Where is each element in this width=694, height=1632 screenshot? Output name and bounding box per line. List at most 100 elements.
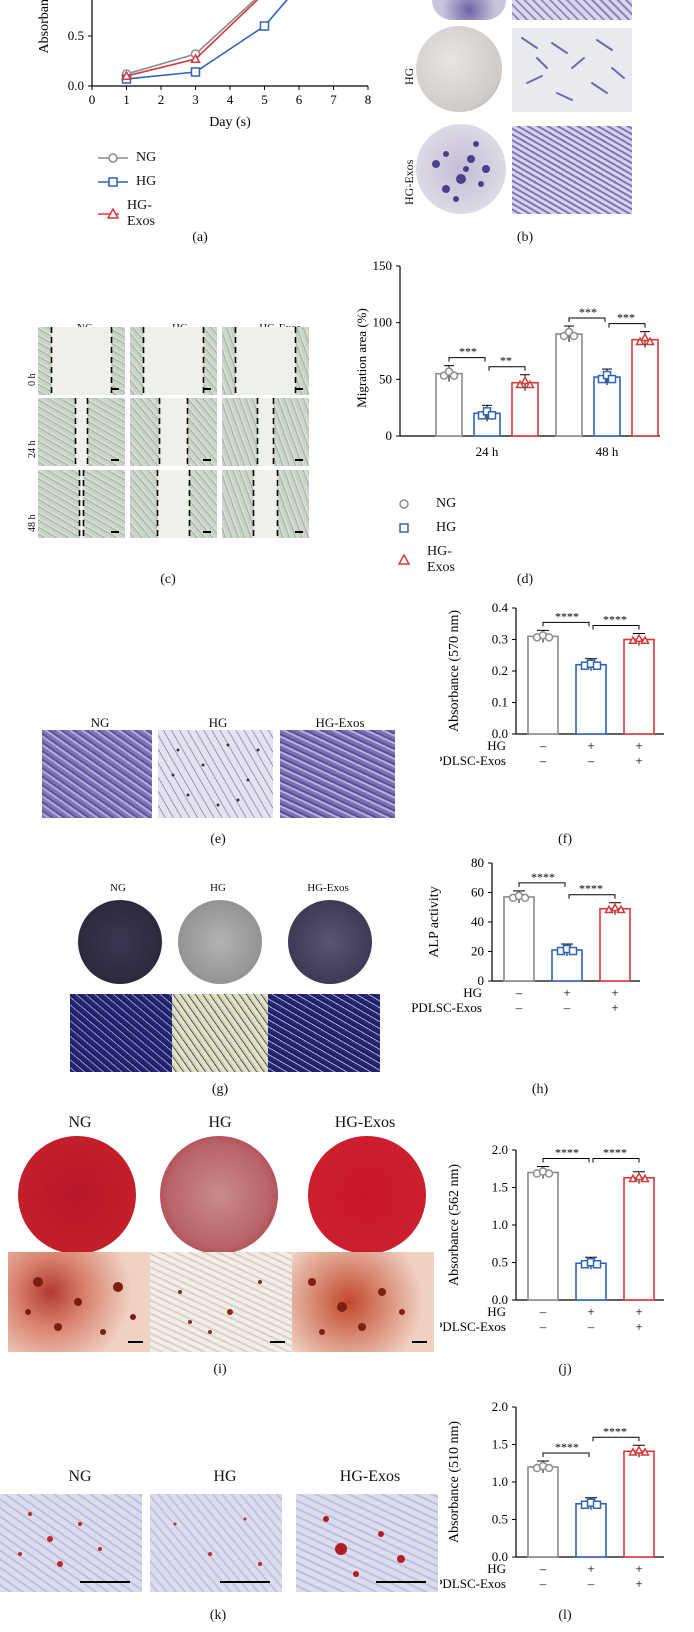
panel-e-micro-ng: [42, 730, 152, 818]
x-tick-label: 1: [123, 92, 130, 107]
legend-item-hg-exos: HG-Exos: [398, 544, 464, 576]
condition-mark: –: [587, 1576, 595, 1591]
y-tick-label: 0.5: [492, 1512, 508, 1527]
panel-j-chart: 0.0 0.5 1.0 1.5 2.0 Absorbance (562 nm) **** **…: [440, 1142, 664, 1334]
scratch-lines: [74, 398, 119, 466]
y-axis-label: Absorbance: [37, 0, 52, 53]
legend-item-hg-exos: HG-Exos: [98, 198, 164, 230]
condition-mark: –: [539, 753, 547, 768]
bar-HG-Exos: [623, 1176, 655, 1301]
panel-k-col-ng: NG: [68, 1468, 92, 1485]
panel-c-row-24h: 24 h: [27, 440, 38, 459]
panel-c-scratch-image: [38, 327, 125, 395]
panel-letter-f: (f): [558, 832, 572, 847]
y-tick-label: 80: [471, 855, 484, 870]
condition-mark: +: [635, 1561, 642, 1576]
series-line-HG: [126, 0, 288, 80]
data-point: [569, 331, 579, 341]
panel-letter-g: (g): [211, 1082, 229, 1097]
data-point: [544, 1463, 554, 1473]
sig-label: ****: [555, 1440, 579, 1454]
y-tick-label: 0.0: [492, 1292, 508, 1307]
sig-label: ****: [603, 1146, 627, 1160]
panel-b-well-hg-exos: [416, 124, 506, 214]
data-point: [515, 379, 525, 389]
y-tick-label: 1.0: [492, 1474, 508, 1489]
panel-c-scratch-image: [130, 470, 217, 538]
data-point: [640, 332, 650, 342]
sig-bracket: [608, 323, 646, 328]
legend-label: HG-Exos: [426, 544, 455, 575]
y-axis-label: ALP activity: [427, 886, 442, 957]
y-tick-label: 40: [471, 914, 484, 929]
legend-label: HG-Exos: [126, 198, 155, 229]
sig-label: **: [500, 354, 512, 368]
panel-a-chart: 0 1 2 3 4 5 6 7 8 0.0 0.5 Day (s) Absorbance: [37, 0, 372, 130]
data-point: [592, 661, 602, 670]
x-tick-label: 4: [227, 92, 234, 107]
bar-HG: [575, 1502, 607, 1558]
y-tick-label: 0: [478, 973, 485, 988]
legend-item-ng: NG: [398, 496, 456, 512]
condition-mark: +: [611, 985, 618, 1000]
condition-mark: +: [587, 738, 594, 753]
panel-letter-d: (d): [516, 572, 534, 587]
condition-mark: +: [587, 1304, 594, 1319]
panel-b-well-top: [432, 0, 506, 20]
y-tick-label: 0.5: [68, 28, 84, 43]
legend-label: NG: [436, 496, 457, 511]
x-tick-label: 48 h: [596, 444, 619, 459]
data-point: [640, 1173, 650, 1183]
bar-HG: [575, 663, 607, 735]
panel-letter-l: (l): [558, 1608, 572, 1623]
panel-i-col-hg: HG: [208, 1114, 232, 1131]
y-tick-label: 1.5: [492, 1437, 508, 1452]
scratch-lines: [234, 327, 303, 395]
scratch-lines: [142, 327, 211, 395]
data-point: [520, 375, 530, 385]
bar-NG: [503, 896, 535, 982]
scratch-gap: [159, 398, 188, 466]
condition-label: HG: [487, 1561, 506, 1576]
condition-label: PDLSC-Exos: [440, 1576, 506, 1591]
scratch-lines: [158, 398, 211, 466]
scratch-gap: [253, 470, 278, 538]
panel-l-chart: 0.0 0.5 1.0 1.5 2.0 Absorbance (510 nm) **** **…: [440, 1400, 664, 1591]
sig-bracket: [542, 1158, 590, 1163]
panel-g-col-ng: NG: [110, 882, 126, 894]
panel-k-micro-ng: [0, 1494, 142, 1592]
condition-mark: –: [539, 738, 547, 753]
panel-c-scratch-image: [222, 470, 309, 538]
data-point: [592, 1500, 602, 1509]
y-tick-label: 0.5: [492, 1255, 508, 1270]
panel-e-col-hg-exos: HG-Exos: [315, 715, 365, 730]
legend-item-hg: HG: [98, 174, 156, 190]
sig-bracket: [568, 317, 606, 322]
sig-label: ****: [555, 609, 579, 623]
y-tick-label: 0.0: [492, 1549, 508, 1564]
panel-c-scratch-image: [130, 398, 217, 466]
condition-mark: –: [539, 1304, 547, 1319]
condition-mark: –: [539, 1319, 547, 1334]
y-tick-label: 2.0: [492, 1400, 508, 1414]
sig-label: ***: [459, 345, 477, 359]
panel-c-scratch-image: [222, 327, 309, 395]
condition-label: HG: [487, 1304, 506, 1319]
panel-b-micro-hg: [512, 28, 632, 112]
panel-k-col-hg: HG: [213, 1468, 237, 1485]
panel-g-micro-hg: [172, 994, 268, 1072]
x-tick-label: 8: [365, 92, 372, 107]
x-axis-label: Day (s): [209, 115, 251, 130]
panel-letter-b: (b): [516, 230, 534, 245]
condition-mark: –: [515, 1000, 523, 1015]
panel-c-scratch-image: [38, 398, 125, 466]
data-point: [607, 374, 617, 384]
panel-letter-e: (e): [210, 832, 226, 847]
legend-item-ng: NG: [98, 150, 156, 166]
legend-label: HG: [436, 520, 457, 535]
panel-letter-i: (i): [213, 1362, 227, 1377]
bar-HG: [593, 376, 621, 437]
condition-mark: +: [635, 1304, 642, 1319]
series-line-HG-Exos: [126, 0, 259, 77]
